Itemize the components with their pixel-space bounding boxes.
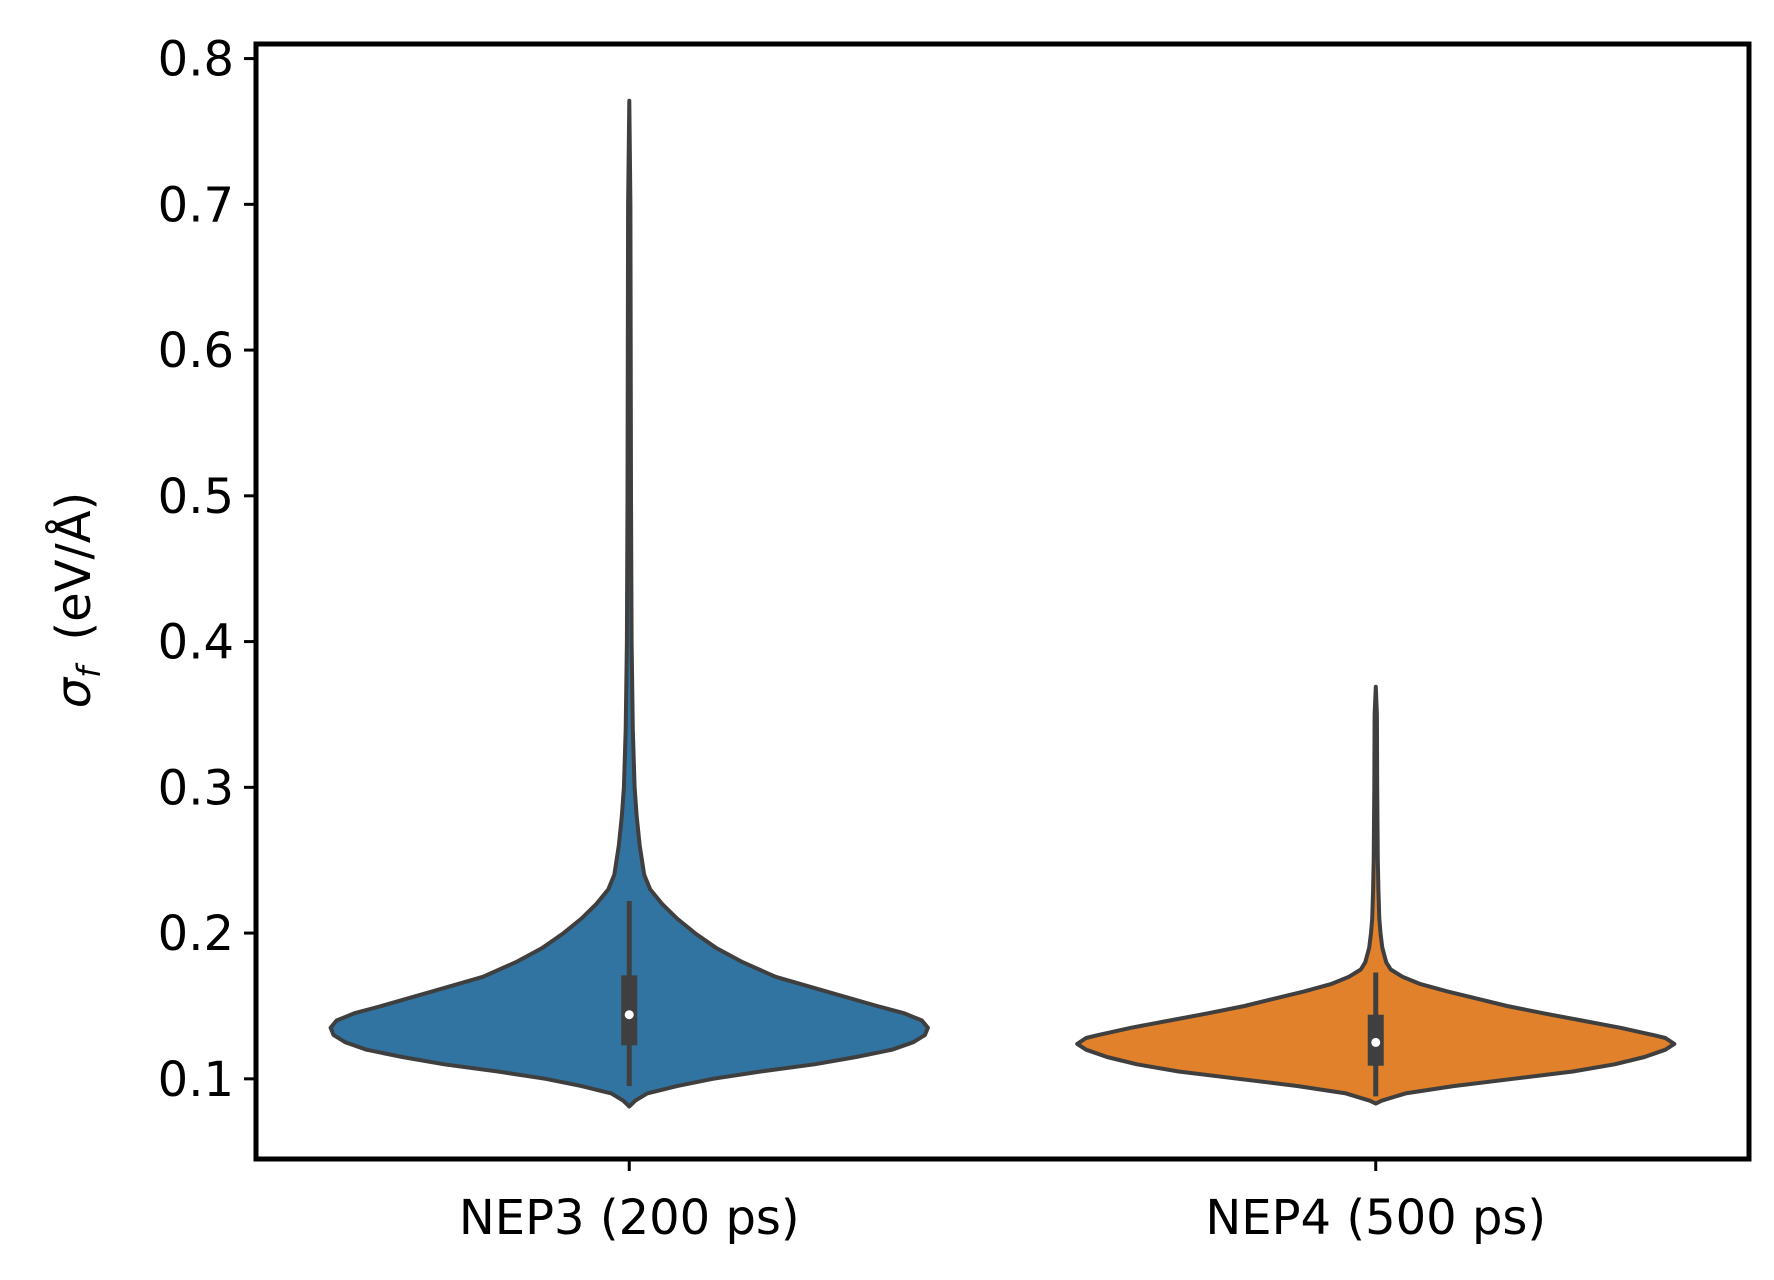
violin-body: [328, 98, 930, 1109]
x-tick-label: NEP3 (200 ps): [459, 1190, 800, 1246]
y-tick-label: 0.2: [158, 906, 234, 962]
violin-median-dot: [1371, 1037, 1381, 1047]
y-tick-label: 0.8: [158, 32, 234, 88]
y-tick-label: 0.3: [158, 760, 234, 816]
violins-layer: [328, 98, 1677, 1109]
y-axis-title-subscript: f: [70, 662, 108, 678]
x-axis: NEP3 (200 ps) NEP4 (500 ps): [459, 1159, 1546, 1246]
y-axis-title: σf (eV/Å): [45, 492, 108, 709]
y-tick-label: 0.1: [158, 1052, 234, 1108]
x-tick-label: NEP4 (500 ps): [1205, 1190, 1546, 1246]
plot-frame: [253, 41, 1752, 1162]
y-axis-title-symbol: σ: [46, 676, 102, 708]
y-tick-label: 0.7: [158, 177, 234, 233]
y-axis-title-unit: (eV/Å): [45, 492, 102, 641]
y-tick-label: 0.4: [158, 615, 234, 671]
y-tick-label: 0.5: [158, 469, 234, 525]
y-tick-label: 0.6: [158, 323, 234, 379]
violin-body: [1075, 684, 1677, 1106]
y-axis: 0.1 0.2 0.3 0.4 0.5 0.6 0.7 0.8: [158, 32, 256, 1108]
box-layer: [621, 901, 1384, 1097]
violin-median-dot: [624, 1010, 634, 1020]
